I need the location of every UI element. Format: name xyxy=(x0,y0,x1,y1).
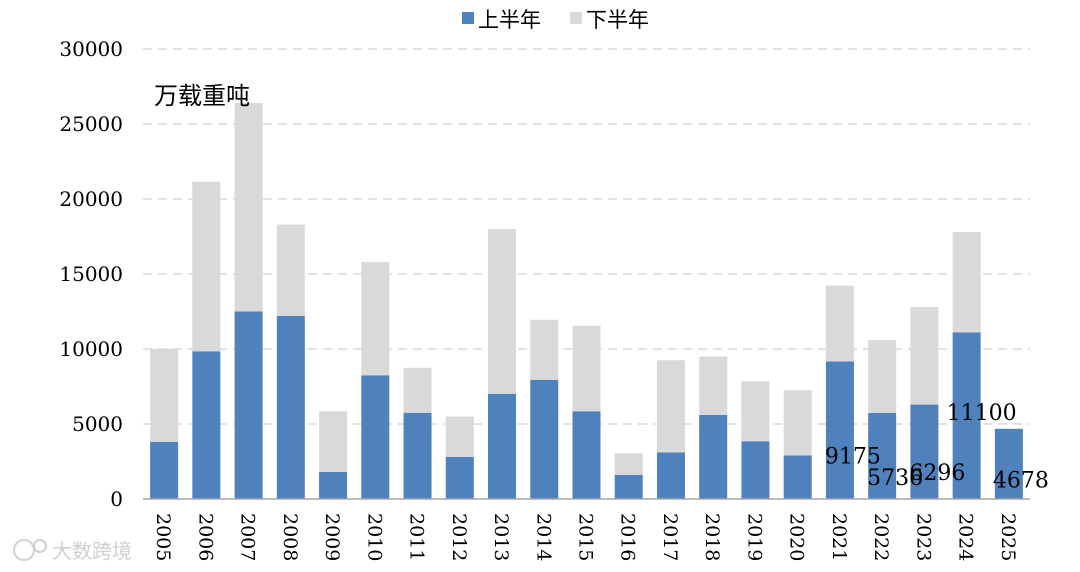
x-tick-label: 2025 xyxy=(997,513,1019,561)
bar-h2-2008 xyxy=(276,224,305,316)
watermark: 大数跨境 xyxy=(13,539,132,563)
data-label-2024: 11100 xyxy=(947,401,1017,426)
bar-h1-2006 xyxy=(192,351,221,499)
bar-h2-2007 xyxy=(234,103,263,312)
legend-swatch-h2 xyxy=(570,12,582,24)
x-tick-label: 2006 xyxy=(194,513,216,561)
bar-h2-2011 xyxy=(403,367,432,413)
bar-h1-2008 xyxy=(276,316,305,499)
data-label-2023: 6296 xyxy=(909,461,965,486)
bar-h2-2016 xyxy=(614,453,643,475)
bar-h2-2009 xyxy=(319,411,348,472)
bar-h1-2025 xyxy=(994,428,1023,499)
bar-h2-2021 xyxy=(825,285,854,362)
x-tick-label: 2018 xyxy=(701,513,723,561)
bar-h2-2019 xyxy=(741,381,770,442)
bar-h1-2015 xyxy=(572,411,601,499)
bar-h1-2010 xyxy=(361,375,390,499)
y-tick-label: 25000 xyxy=(59,112,123,136)
bar-h1-2012 xyxy=(445,457,474,499)
x-tick-label: 2010 xyxy=(363,513,385,561)
bar-h1-2009 xyxy=(319,472,348,499)
bar-h1-2005 xyxy=(150,442,179,499)
bar-h2-2017 xyxy=(656,360,685,453)
y-tick-label: 5000 xyxy=(72,412,123,436)
x-tick-label: 2017 xyxy=(659,513,681,561)
bar-h1-2013 xyxy=(488,394,517,499)
x-tick-label: 2012 xyxy=(448,513,470,561)
bar-h2-2014 xyxy=(530,319,559,380)
x-tick-label: 2015 xyxy=(575,513,597,561)
y-tick-label: 0 xyxy=(110,487,123,511)
bar-h2-2010 xyxy=(361,262,390,376)
bar-h2-2024 xyxy=(952,232,981,333)
x-tick-label: 2021 xyxy=(828,513,850,561)
x-tick-label: 2007 xyxy=(237,513,259,561)
x-tick-label: 2013 xyxy=(490,513,512,561)
bar-h2-2005 xyxy=(150,349,179,442)
bar-h1-2021 xyxy=(825,361,854,499)
data-label-2021: 9175 xyxy=(825,445,881,470)
bar-h1-2007 xyxy=(234,311,263,499)
y-tick-label: 20000 xyxy=(59,187,123,211)
legend: 上半年 下半年 xyxy=(462,8,649,32)
y-tick-label: 15000 xyxy=(59,262,123,286)
bar-h1-2023 xyxy=(910,404,939,499)
data-label-2025: 4678 xyxy=(993,469,1049,494)
x-tick-label: 2008 xyxy=(279,513,301,561)
bar-h1-2019 xyxy=(741,441,770,499)
bar-h2-2020 xyxy=(783,390,812,456)
bar-h1-2018 xyxy=(699,415,728,499)
bars xyxy=(150,103,1023,499)
x-tick-label: 2014 xyxy=(532,513,554,561)
x-tick-label: 2020 xyxy=(786,513,808,561)
bar-h1-2014 xyxy=(530,379,559,499)
y-tick-label: 10000 xyxy=(59,337,123,361)
x-tick-label: 2022 xyxy=(870,513,892,561)
bar-h2-2012 xyxy=(445,416,474,457)
bar-h2-2022 xyxy=(868,340,897,413)
bar-h1-2020 xyxy=(783,455,812,499)
watermark-text: 大数跨境 xyxy=(52,539,132,563)
bar-h2-2023 xyxy=(910,307,939,405)
legend-label-h2: 下半年 xyxy=(586,8,649,32)
bar-h2-2018 xyxy=(699,356,728,415)
bar-h2-2006 xyxy=(192,181,221,352)
unit-label: 万载重吨 xyxy=(154,82,250,110)
x-tick-label: 2011 xyxy=(406,513,428,561)
x-tick-label: 2009 xyxy=(321,513,343,561)
x-tick-label: 2019 xyxy=(743,513,765,561)
legend-swatch-h1 xyxy=(462,12,474,24)
bar-h1-2011 xyxy=(403,412,432,499)
legend-label-h1: 上半年 xyxy=(478,8,541,32)
x-tick-label: 2024 xyxy=(955,513,977,561)
x-tick-label: 2016 xyxy=(617,513,639,561)
bar-h1-2016 xyxy=(614,475,643,499)
bar-h1-2022 xyxy=(868,412,897,499)
bar-h2-2015 xyxy=(572,325,601,412)
bar-h1-2017 xyxy=(656,452,685,499)
data-label-2022: 5736 xyxy=(867,466,923,491)
x-axis-ticks: 2005 2006 2007 2008 2009 2010 2011 2012 2013 2014… xyxy=(152,513,1019,561)
y-tick-label: 30000 xyxy=(59,37,123,61)
x-tick-label: 2005 xyxy=(152,513,174,561)
x-tick-label: 2023 xyxy=(912,513,934,561)
bar-h1-2024 xyxy=(952,332,981,499)
bar-h2-2013 xyxy=(488,229,517,394)
y-axis-ticks: 0 5000 10000 15000 20000 25000 30000 xyxy=(59,37,123,511)
